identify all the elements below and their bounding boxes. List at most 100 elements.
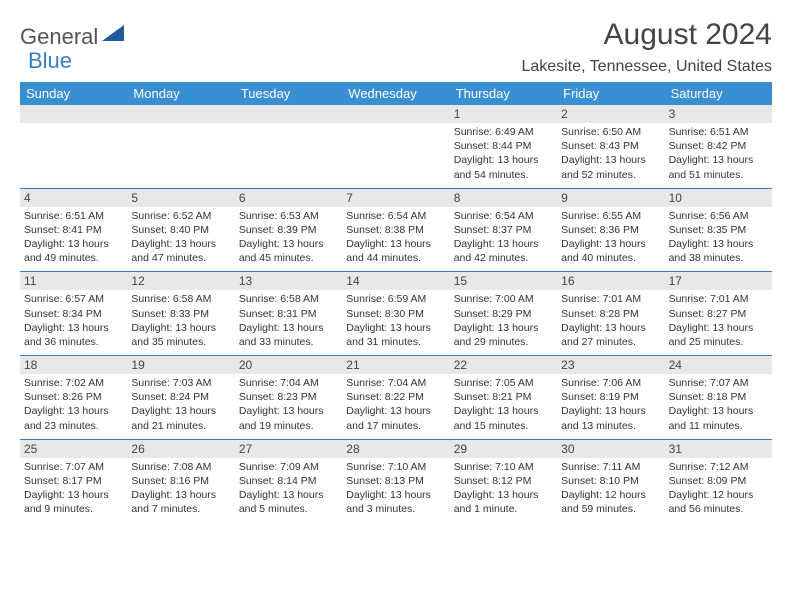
day-info: Sunrise: 6:51 AMSunset: 8:42 PMDaylight:… bbox=[669, 125, 768, 182]
day-info: Sunrise: 6:58 AMSunset: 8:31 PMDaylight:… bbox=[239, 292, 338, 349]
sunrise-text: Sunrise: 7:12 AM bbox=[669, 460, 768, 474]
day-number: 30 bbox=[557, 440, 664, 458]
week-row: 4Sunrise: 6:51 AMSunset: 8:41 PMDaylight… bbox=[20, 189, 772, 273]
week-row: 11Sunrise: 6:57 AMSunset: 8:34 PMDayligh… bbox=[20, 272, 772, 356]
day-info: Sunrise: 7:10 AMSunset: 8:13 PMDaylight:… bbox=[346, 460, 445, 517]
sunset-text: Sunset: 8:31 PM bbox=[239, 307, 338, 321]
day-number: 10 bbox=[665, 189, 772, 207]
daylight-text-2: and 15 minutes. bbox=[454, 419, 553, 433]
sunrise-text: Sunrise: 6:59 AM bbox=[346, 292, 445, 306]
sunrise-text: Sunrise: 6:53 AM bbox=[239, 209, 338, 223]
weekday-header: Sunday bbox=[20, 82, 127, 105]
weekday-header: Monday bbox=[127, 82, 234, 105]
daylight-text-1: Daylight: 13 hours bbox=[239, 404, 338, 418]
daylight-text-1: Daylight: 13 hours bbox=[346, 237, 445, 251]
sunset-text: Sunset: 8:35 PM bbox=[669, 223, 768, 237]
day-info: Sunrise: 6:50 AMSunset: 8:43 PMDaylight:… bbox=[561, 125, 660, 182]
day-number-empty bbox=[20, 105, 127, 123]
day-number: 24 bbox=[665, 356, 772, 374]
day-info: Sunrise: 7:06 AMSunset: 8:19 PMDaylight:… bbox=[561, 376, 660, 433]
daylight-text-2: and 23 minutes. bbox=[24, 419, 123, 433]
sunset-text: Sunset: 8:44 PM bbox=[454, 139, 553, 153]
day-cell: 23Sunrise: 7:06 AMSunset: 8:19 PMDayligh… bbox=[557, 356, 664, 439]
day-cell: 7Sunrise: 6:54 AMSunset: 8:38 PMDaylight… bbox=[342, 189, 449, 272]
day-info: Sunrise: 7:01 AMSunset: 8:27 PMDaylight:… bbox=[669, 292, 768, 349]
daylight-text-1: Daylight: 13 hours bbox=[561, 321, 660, 335]
sunset-text: Sunset: 8:26 PM bbox=[24, 390, 123, 404]
day-cell: 31Sunrise: 7:12 AMSunset: 8:09 PMDayligh… bbox=[665, 440, 772, 523]
day-cell: 26Sunrise: 7:08 AMSunset: 8:16 PMDayligh… bbox=[127, 440, 234, 523]
day-number: 6 bbox=[235, 189, 342, 207]
day-cell: 3Sunrise: 6:51 AMSunset: 8:42 PMDaylight… bbox=[665, 105, 772, 188]
daylight-text-2: and 13 minutes. bbox=[561, 419, 660, 433]
day-number-empty bbox=[127, 105, 234, 123]
day-cell: 25Sunrise: 7:07 AMSunset: 8:17 PMDayligh… bbox=[20, 440, 127, 523]
sunrise-text: Sunrise: 7:01 AM bbox=[561, 292, 660, 306]
day-info: Sunrise: 6:55 AMSunset: 8:36 PMDaylight:… bbox=[561, 209, 660, 266]
day-number: 22 bbox=[450, 356, 557, 374]
sunset-text: Sunset: 8:24 PM bbox=[131, 390, 230, 404]
day-info: Sunrise: 6:58 AMSunset: 8:33 PMDaylight:… bbox=[131, 292, 230, 349]
day-info: Sunrise: 6:51 AMSunset: 8:41 PMDaylight:… bbox=[24, 209, 123, 266]
day-cell: 24Sunrise: 7:07 AMSunset: 8:18 PMDayligh… bbox=[665, 356, 772, 439]
daylight-text-1: Daylight: 13 hours bbox=[346, 404, 445, 418]
day-cell: 15Sunrise: 7:00 AMSunset: 8:29 PMDayligh… bbox=[450, 272, 557, 355]
daylight-text-1: Daylight: 13 hours bbox=[561, 237, 660, 251]
sunset-text: Sunset: 8:22 PM bbox=[346, 390, 445, 404]
day-cell: 9Sunrise: 6:55 AMSunset: 8:36 PMDaylight… bbox=[557, 189, 664, 272]
day-number: 2 bbox=[557, 105, 664, 123]
sunrise-text: Sunrise: 7:06 AM bbox=[561, 376, 660, 390]
sunrise-text: Sunrise: 7:09 AM bbox=[239, 460, 338, 474]
day-number: 27 bbox=[235, 440, 342, 458]
daylight-text-2: and 9 minutes. bbox=[24, 502, 123, 516]
sunset-text: Sunset: 8:10 PM bbox=[561, 474, 660, 488]
daylight-text-1: Daylight: 12 hours bbox=[561, 488, 660, 502]
daylight-text-1: Daylight: 13 hours bbox=[24, 404, 123, 418]
sunrise-text: Sunrise: 6:58 AM bbox=[239, 292, 338, 306]
daylight-text-1: Daylight: 13 hours bbox=[454, 237, 553, 251]
sunrise-text: Sunrise: 7:01 AM bbox=[669, 292, 768, 306]
daylight-text-2: and 38 minutes. bbox=[669, 251, 768, 265]
calendar: SundayMondayTuesdayWednesdayThursdayFrid… bbox=[20, 82, 772, 522]
day-info: Sunrise: 7:04 AMSunset: 8:22 PMDaylight:… bbox=[346, 376, 445, 433]
sunset-text: Sunset: 8:30 PM bbox=[346, 307, 445, 321]
sunrise-text: Sunrise: 7:11 AM bbox=[561, 460, 660, 474]
day-cell bbox=[342, 105, 449, 188]
day-cell: 12Sunrise: 6:58 AMSunset: 8:33 PMDayligh… bbox=[127, 272, 234, 355]
sunset-text: Sunset: 8:19 PM bbox=[561, 390, 660, 404]
day-number: 1 bbox=[450, 105, 557, 123]
weekday-header: Tuesday bbox=[235, 82, 342, 105]
sunset-text: Sunset: 8:29 PM bbox=[454, 307, 553, 321]
weekday-header: Thursday bbox=[450, 82, 557, 105]
daylight-text-1: Daylight: 13 hours bbox=[454, 153, 553, 167]
week-row: 18Sunrise: 7:02 AMSunset: 8:26 PMDayligh… bbox=[20, 356, 772, 440]
day-cell: 13Sunrise: 6:58 AMSunset: 8:31 PMDayligh… bbox=[235, 272, 342, 355]
logo-text-blue: Blue bbox=[28, 48, 72, 74]
daylight-text-2: and 42 minutes. bbox=[454, 251, 553, 265]
day-info: Sunrise: 7:01 AMSunset: 8:28 PMDaylight:… bbox=[561, 292, 660, 349]
sunrise-text: Sunrise: 7:00 AM bbox=[454, 292, 553, 306]
daylight-text-1: Daylight: 13 hours bbox=[131, 488, 230, 502]
day-number: 17 bbox=[665, 272, 772, 290]
daylight-text-2: and 52 minutes. bbox=[561, 168, 660, 182]
sunrise-text: Sunrise: 7:03 AM bbox=[131, 376, 230, 390]
day-number-empty bbox=[235, 105, 342, 123]
daylight-text-2: and 59 minutes. bbox=[561, 502, 660, 516]
sunrise-text: Sunrise: 7:05 AM bbox=[454, 376, 553, 390]
sunrise-text: Sunrise: 6:49 AM bbox=[454, 125, 553, 139]
day-info: Sunrise: 6:49 AMSunset: 8:44 PMDaylight:… bbox=[454, 125, 553, 182]
day-info: Sunrise: 7:08 AMSunset: 8:16 PMDaylight:… bbox=[131, 460, 230, 517]
day-info: Sunrise: 7:12 AMSunset: 8:09 PMDaylight:… bbox=[669, 460, 768, 517]
day-info: Sunrise: 6:54 AMSunset: 8:37 PMDaylight:… bbox=[454, 209, 553, 266]
day-number: 11 bbox=[20, 272, 127, 290]
sunset-text: Sunset: 8:37 PM bbox=[454, 223, 553, 237]
sunrise-text: Sunrise: 6:58 AM bbox=[131, 292, 230, 306]
daylight-text-2: and 29 minutes. bbox=[454, 335, 553, 349]
day-cell: 14Sunrise: 6:59 AMSunset: 8:30 PMDayligh… bbox=[342, 272, 449, 355]
daylight-text-2: and 54 minutes. bbox=[454, 168, 553, 182]
daylight-text-2: and 47 minutes. bbox=[131, 251, 230, 265]
calendar-body: 1Sunrise: 6:49 AMSunset: 8:44 PMDaylight… bbox=[20, 105, 772, 522]
day-cell bbox=[20, 105, 127, 188]
day-cell: 5Sunrise: 6:52 AMSunset: 8:40 PMDaylight… bbox=[127, 189, 234, 272]
day-cell: 8Sunrise: 6:54 AMSunset: 8:37 PMDaylight… bbox=[450, 189, 557, 272]
